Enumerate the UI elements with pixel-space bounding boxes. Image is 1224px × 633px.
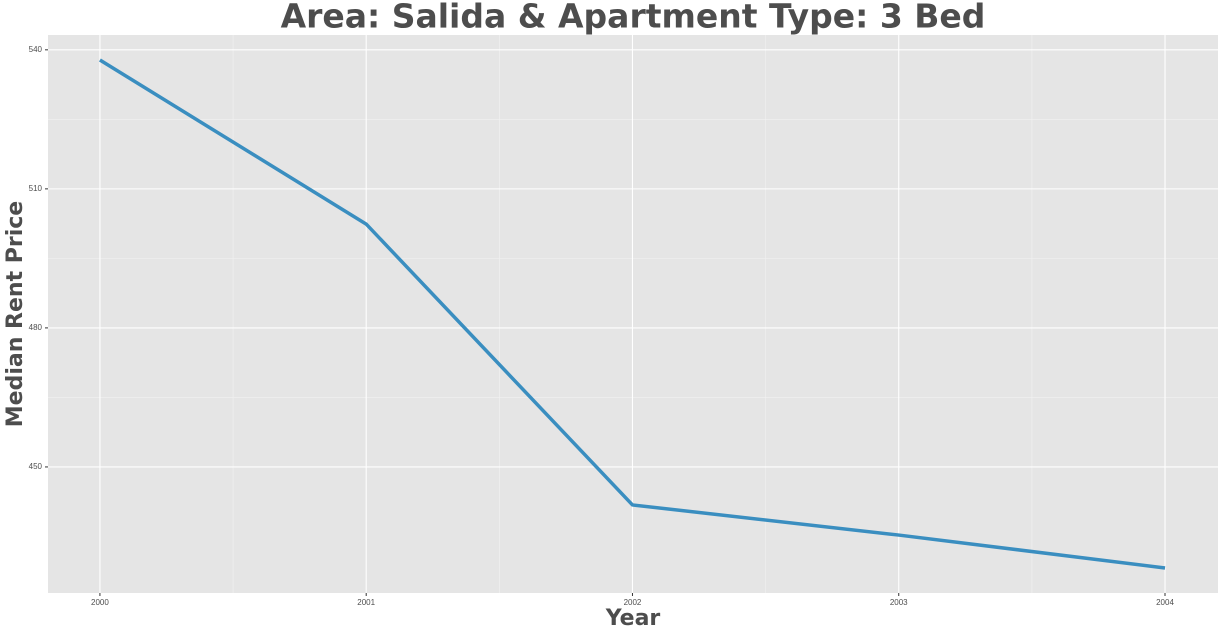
x-tick-label: 2003 — [890, 598, 908, 607]
x-tick-label: 2004 — [1156, 598, 1174, 607]
y-tick-label: 450 — [29, 462, 43, 471]
x-tick-label: 2002 — [624, 598, 642, 607]
x-tick-label: 2001 — [357, 598, 375, 607]
line — [99, 58, 1166, 570]
x-axis-title: Year — [605, 606, 661, 631]
chart-title: Area: Salida & Apartment Type: 3 Bed — [281, 0, 986, 36]
y-tick-label: 540 — [29, 45, 43, 54]
x-tick-label: 2000 — [91, 598, 109, 607]
y-tick-label: 510 — [29, 184, 43, 193]
y-tick-label: 480 — [29, 323, 43, 332]
y-axis-title: Median Rent Price — [3, 201, 28, 427]
